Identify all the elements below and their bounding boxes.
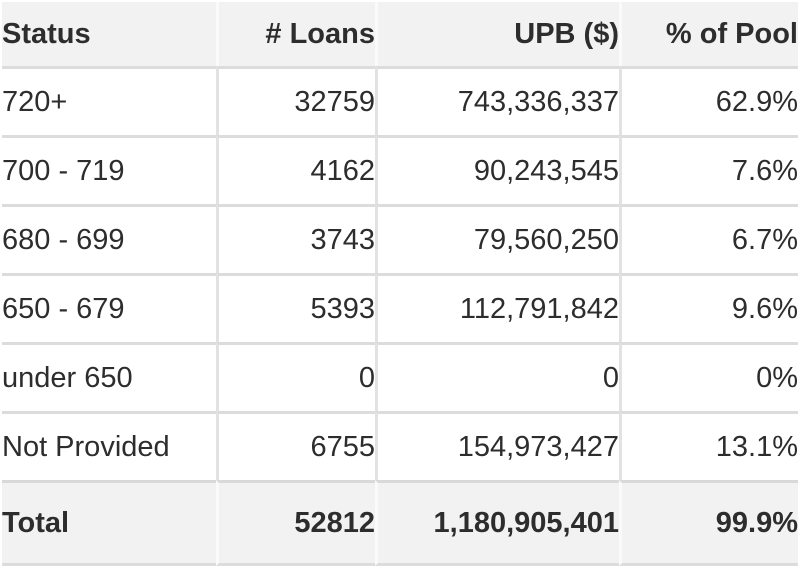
cell-upb: 79,560,250 — [375, 204, 619, 273]
table-row: 720+ 32759 743,336,337 62.9% — [2, 66, 798, 135]
table-header: Status # Loans UPB ($) % of Pool — [2, 2, 798, 66]
total-cell-loans: 52812 — [216, 480, 375, 566]
header-cell-pct-pool: % of Pool — [619, 2, 798, 66]
table-row: under 650 0 0 0% — [2, 342, 798, 411]
total-cell-upb: 1,180,905,401 — [375, 480, 619, 566]
cell-pct-pool: 13.1% — [619, 411, 798, 480]
cell-upb: 112,791,842 — [375, 273, 619, 342]
table-body: 720+ 32759 743,336,337 62.9% 700 - 719 4… — [2, 66, 798, 480]
cell-loans: 32759 — [216, 66, 375, 135]
table-row: 700 - 719 4162 90,243,545 7.6% — [2, 135, 798, 204]
cell-upb: 154,973,427 — [375, 411, 619, 480]
cell-upb: 743,336,337 — [375, 66, 619, 135]
cell-upb: 90,243,545 — [375, 135, 619, 204]
header-cell-upb: UPB ($) — [375, 2, 619, 66]
cell-pct-pool: 7.6% — [619, 135, 798, 204]
cell-status: 720+ — [2, 66, 216, 135]
cell-loans: 4162 — [216, 135, 375, 204]
header-row: Status # Loans UPB ($) % of Pool — [2, 2, 798, 66]
cell-pct-pool: 9.6% — [619, 273, 798, 342]
cell-status: 650 - 679 — [2, 273, 216, 342]
cell-loans: 3743 — [216, 204, 375, 273]
cell-loans: 6755 — [216, 411, 375, 480]
cell-loans: 0 — [216, 342, 375, 411]
total-cell-label: Total — [2, 480, 216, 566]
cell-loans: 5393 — [216, 273, 375, 342]
header-cell-loans: # Loans — [216, 2, 375, 66]
header-cell-status: Status — [2, 2, 216, 66]
cell-status: 700 - 719 — [2, 135, 216, 204]
cell-status: under 650 — [2, 342, 216, 411]
cell-status: 680 - 699 — [2, 204, 216, 273]
cell-pct-pool: 62.9% — [619, 66, 798, 135]
cell-status: Not Provided — [2, 411, 216, 480]
table-footer: Total 52812 1,180,905,401 99.9% — [2, 480, 798, 566]
cell-pct-pool: 0% — [619, 342, 798, 411]
table-row: Not Provided 6755 154,973,427 13.1% — [2, 411, 798, 480]
table-row: 650 - 679 5393 112,791,842 9.6% — [2, 273, 798, 342]
cell-pct-pool: 6.7% — [619, 204, 798, 273]
total-row: Total 52812 1,180,905,401 99.9% — [2, 480, 798, 566]
table-row: 680 - 699 3743 79,560,250 6.7% — [2, 204, 798, 273]
total-cell-pct-pool: 99.9% — [619, 480, 798, 566]
cell-upb: 0 — [375, 342, 619, 411]
